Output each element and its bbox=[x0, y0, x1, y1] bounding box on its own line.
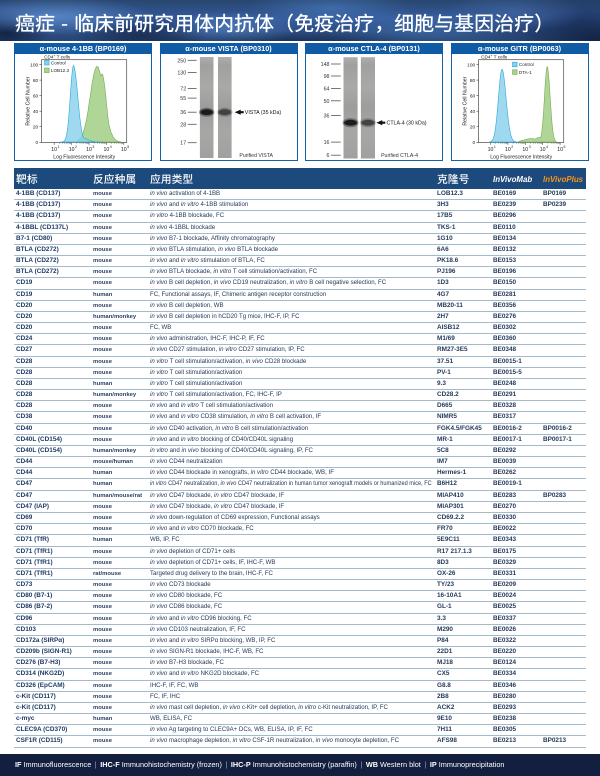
svg-text:98: 98 bbox=[324, 74, 330, 80]
svg-text:10: 10 bbox=[487, 147, 493, 153]
svg-text:CD4+ T cells: CD4+ T cells bbox=[481, 54, 508, 59]
svg-text:28: 28 bbox=[180, 123, 186, 129]
svg-text:55: 55 bbox=[180, 96, 186, 102]
svg-text:VISTA (35 kDa): VISTA (35 kDa) bbox=[244, 110, 281, 116]
svg-text:CD4+ T cells: CD4+ T cells bbox=[44, 54, 71, 59]
svg-text:40: 40 bbox=[33, 109, 39, 115]
svg-text:3: 3 bbox=[528, 145, 530, 149]
svg-text:Purified VISTA: Purified VISTA bbox=[239, 153, 273, 159]
svg-text:36: 36 bbox=[180, 110, 186, 116]
svg-text:2: 2 bbox=[511, 145, 513, 149]
svg-text:Relative Cell Number: Relative Cell Number bbox=[26, 77, 32, 126]
svg-text:4: 4 bbox=[110, 145, 112, 149]
svg-text:130: 130 bbox=[177, 71, 186, 77]
svg-text:40: 40 bbox=[469, 109, 475, 115]
svg-text:DTA-1: DTA-1 bbox=[518, 70, 531, 75]
svg-text:10: 10 bbox=[51, 147, 57, 153]
svg-text:36: 36 bbox=[324, 114, 330, 120]
svg-text:10: 10 bbox=[121, 147, 127, 153]
svg-text:60: 60 bbox=[469, 94, 475, 100]
svg-text:20: 20 bbox=[469, 125, 475, 131]
svg-text:3: 3 bbox=[92, 145, 94, 149]
svg-text:4: 4 bbox=[546, 145, 548, 149]
svg-text:5: 5 bbox=[563, 145, 565, 149]
svg-text:16: 16 bbox=[324, 140, 330, 146]
svg-text:72: 72 bbox=[180, 87, 186, 93]
svg-text:60: 60 bbox=[33, 94, 39, 100]
svg-text:6: 6 bbox=[327, 153, 330, 159]
svg-text:2: 2 bbox=[75, 145, 77, 149]
svg-text:80: 80 bbox=[33, 78, 39, 84]
svg-text:0: 0 bbox=[472, 140, 475, 146]
svg-text:Log Fluorescence Intensity: Log Fluorescence Intensity bbox=[490, 155, 552, 161]
svg-text:20: 20 bbox=[33, 125, 39, 131]
svg-text:100: 100 bbox=[30, 63, 38, 69]
svg-text:Relative Cell Number: Relative Cell Number bbox=[462, 77, 468, 126]
svg-text:64: 64 bbox=[324, 87, 330, 93]
svg-text:Log Fluorescence Intensity: Log Fluorescence Intensity bbox=[53, 155, 115, 161]
svg-text:CTLA-4 (30 kDa): CTLA-4 (30 kDa) bbox=[387, 121, 427, 127]
svg-text:LOB12.3: LOB12.3 bbox=[51, 68, 70, 73]
svg-text:80: 80 bbox=[469, 78, 475, 84]
svg-text:10: 10 bbox=[557, 147, 563, 153]
svg-text:250: 250 bbox=[177, 59, 186, 65]
svg-text:17: 17 bbox=[180, 141, 186, 147]
svg-text:Purified CTLA-4: Purified CTLA-4 bbox=[381, 153, 418, 159]
svg-text:10: 10 bbox=[86, 147, 92, 153]
svg-text:10: 10 bbox=[69, 147, 75, 153]
svg-text:Control: Control bbox=[518, 62, 533, 67]
svg-text:10: 10 bbox=[539, 147, 545, 153]
svg-text:10: 10 bbox=[522, 147, 528, 153]
svg-text:0: 0 bbox=[36, 140, 39, 146]
svg-text:148: 148 bbox=[321, 62, 330, 68]
svg-text:50: 50 bbox=[324, 99, 330, 105]
svg-text:10: 10 bbox=[104, 147, 110, 153]
svg-text:1: 1 bbox=[58, 145, 60, 149]
svg-text:10: 10 bbox=[505, 147, 511, 153]
svg-text:Control: Control bbox=[51, 61, 66, 66]
svg-text:5: 5 bbox=[127, 145, 129, 149]
svg-text:1: 1 bbox=[493, 145, 495, 149]
svg-text:100: 100 bbox=[467, 63, 475, 69]
